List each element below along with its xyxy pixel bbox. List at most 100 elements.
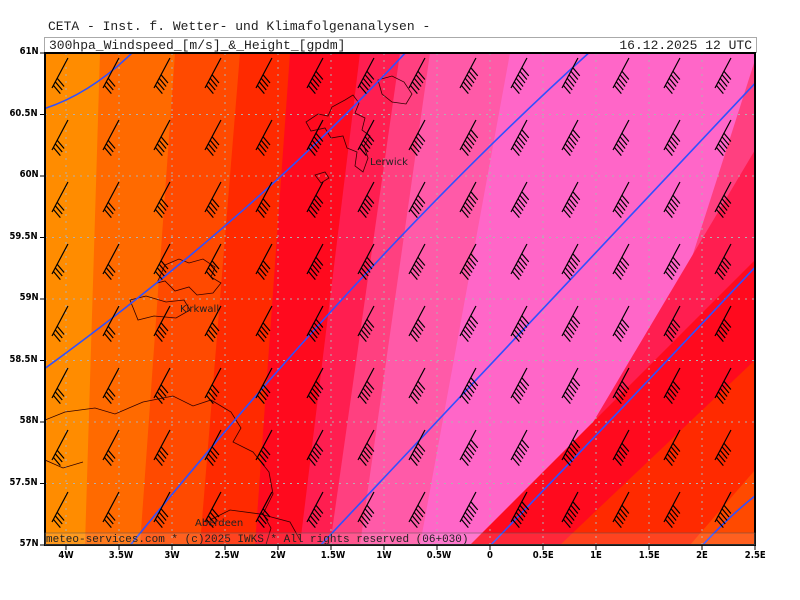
barb-feather	[717, 143, 726, 153]
barb-feather	[672, 380, 681, 390]
barb-feather	[723, 442, 732, 452]
barb-feather	[515, 449, 524, 459]
wind-barb	[153, 243, 171, 280]
barb-feather	[615, 205, 624, 215]
barb-feather	[511, 208, 520, 218]
barb-feather	[311, 263, 320, 273]
barb-feather	[613, 394, 622, 404]
barb-shaft	[51, 181, 69, 213]
barb-feather	[721, 384, 730, 394]
wind-barb	[255, 57, 273, 94]
wind-barb	[306, 119, 324, 156]
barb-shaft	[714, 243, 732, 275]
barb-feather	[358, 208, 367, 218]
barb-feather	[562, 518, 571, 528]
barb-feather	[562, 332, 571, 342]
wind-barb	[714, 181, 732, 218]
barb-feather	[409, 84, 418, 94]
barb-shaft	[510, 491, 528, 523]
height-contour	[489, 266, 755, 545]
wind-barb	[255, 243, 273, 280]
barb-shaft	[510, 305, 528, 337]
barb-feather	[209, 325, 218, 335]
wind-barb	[612, 429, 630, 466]
barb-feather	[156, 267, 165, 277]
barb-feather	[464, 77, 473, 87]
barb-feather	[672, 70, 681, 80]
barb-feather	[209, 77, 218, 87]
barb-feather	[366, 70, 375, 80]
barb-shaft	[204, 57, 222, 89]
barb-feather	[258, 267, 267, 277]
wind-barb	[51, 491, 69, 528]
barb-feather	[572, 191, 581, 201]
barb-feather	[311, 387, 320, 397]
barb-feather	[211, 74, 220, 84]
barb-feather	[311, 139, 320, 149]
barb-shaft	[510, 243, 528, 275]
barb-feather	[519, 504, 528, 514]
wind-barb	[459, 243, 479, 280]
wind-barb	[255, 491, 273, 528]
barb-feather	[211, 260, 220, 270]
barb-feather	[664, 332, 673, 342]
barb-feather	[613, 518, 622, 528]
barb-shaft	[51, 57, 69, 89]
barb-feather	[262, 260, 271, 270]
barb-feather	[413, 325, 422, 335]
barb-feather	[311, 511, 320, 521]
barb-shaft	[102, 429, 120, 461]
barb-feather	[311, 449, 320, 459]
barb-feather	[360, 515, 369, 525]
barb-shaft	[714, 181, 732, 213]
barb-feather	[411, 391, 420, 401]
barb-feather	[417, 132, 426, 142]
barb-feather	[464, 139, 473, 149]
barb-feather	[158, 139, 167, 149]
wind-barb	[306, 367, 324, 404]
barb-feather	[315, 318, 324, 328]
lat-lon-grid	[45, 53, 755, 545]
barb-feather	[154, 84, 163, 94]
footer-box	[44, 532, 756, 546]
barb-feather	[666, 81, 675, 91]
barb-feather	[52, 332, 61, 342]
barb-shaft	[663, 367, 681, 399]
barb-feather	[621, 318, 630, 328]
barb-feather	[572, 129, 581, 139]
barb-feather	[417, 442, 426, 452]
barb-feather	[466, 508, 475, 518]
barb-feather	[56, 201, 65, 211]
barb-feather	[360, 453, 369, 463]
wind-barb	[102, 491, 120, 528]
barb-feather	[517, 446, 526, 456]
barb-feather	[517, 260, 526, 270]
barb-feather	[207, 143, 216, 153]
barb-feather	[615, 81, 624, 91]
barb-feather	[207, 515, 216, 525]
barb-feather	[160, 74, 169, 84]
barb-shaft	[102, 367, 120, 399]
barb-feather	[470, 377, 479, 387]
barb-feather	[468, 194, 477, 204]
barb-feather	[664, 146, 673, 156]
barb-shaft	[306, 243, 324, 275]
barb-shaft	[612, 119, 630, 151]
barb-shaft	[408, 367, 426, 399]
barb-feather	[668, 511, 677, 521]
barb-feather	[415, 322, 424, 332]
wind-barb	[357, 491, 375, 528]
barb-shaft	[102, 491, 120, 523]
barb-feather	[103, 456, 112, 466]
barb-shaft	[408, 429, 426, 461]
barb-shaft	[612, 243, 630, 275]
place-labels: Lerwick Kirkwall Aberdeen	[180, 157, 408, 529]
barb-feather	[154, 270, 163, 280]
barb-feather	[621, 380, 630, 390]
barb-shaft	[408, 305, 426, 337]
barb-feather	[617, 387, 626, 397]
wind-barb	[510, 119, 530, 156]
barb-feather	[462, 329, 471, 339]
barb-feather	[309, 453, 318, 463]
barb-feather	[360, 391, 369, 401]
